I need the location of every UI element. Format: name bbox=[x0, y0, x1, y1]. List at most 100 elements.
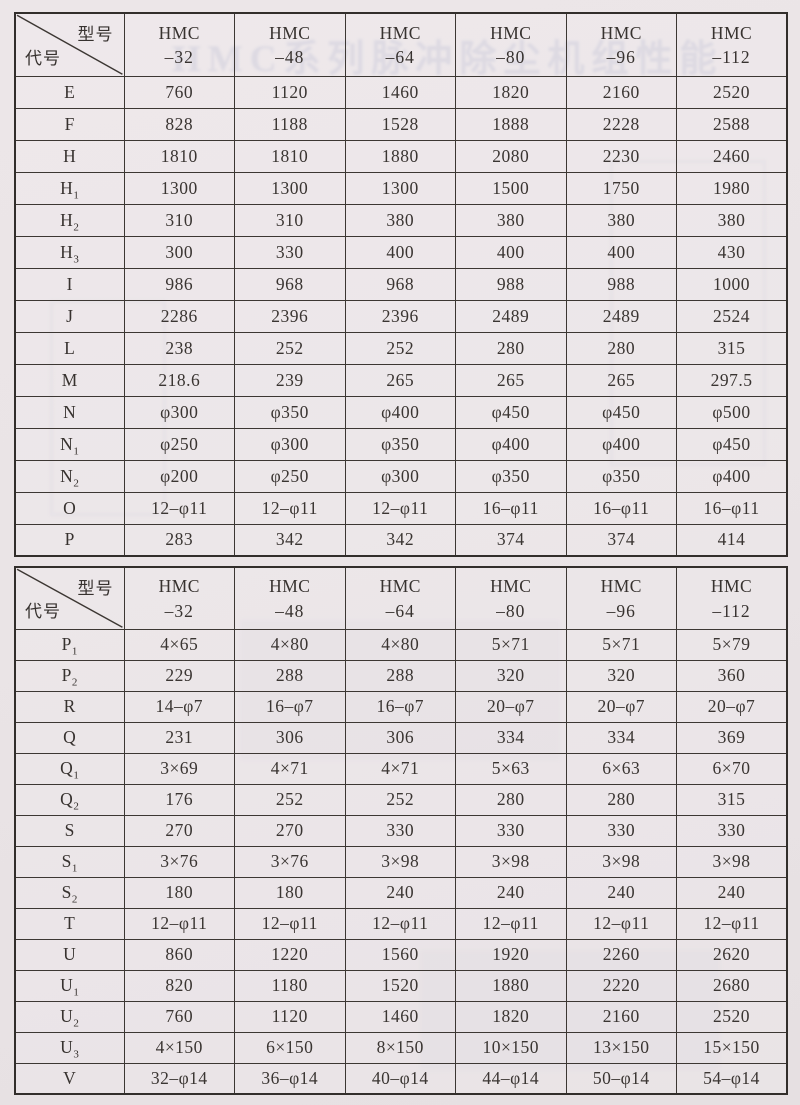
table-row: J 2286 2396 2396 2489 2489 2524 bbox=[14, 299, 788, 333]
value-cell: 16–φ7 bbox=[234, 690, 346, 723]
model-series-label: HMC bbox=[379, 22, 421, 43]
value-cell: 36–φ14 bbox=[234, 1062, 346, 1095]
value-cell: 306 bbox=[234, 721, 346, 754]
corner-label-model: 型号 bbox=[77, 25, 114, 44]
column-header-hmc–96: HMC –96 bbox=[565, 566, 677, 630]
value-cell: 1188 bbox=[234, 107, 346, 141]
dimension-code-subscript: 3 bbox=[73, 253, 80, 265]
value-cell: 288 bbox=[234, 659, 346, 692]
value-cell: 2524 bbox=[676, 299, 788, 333]
dimension-code-cell: L bbox=[14, 331, 125, 365]
value-cell: 1810 bbox=[234, 139, 346, 173]
value-cell: 1820 bbox=[455, 75, 567, 109]
value-cell: 4×80 bbox=[234, 628, 346, 661]
value-cell: 400 bbox=[344, 235, 456, 269]
value-cell: 50–φ14 bbox=[565, 1062, 677, 1095]
dimension-code-subscript: 2 bbox=[71, 893, 78, 906]
table-row: T 12–φ11 12–φ11 12–φ11 12–φ11 12–φ11 12–φ11 bbox=[14, 907, 788, 940]
value-cell: φ500 bbox=[676, 395, 788, 429]
value-cell: 252 bbox=[234, 783, 346, 816]
model-size-label: –64 bbox=[385, 47, 415, 68]
model-size-label: –112 bbox=[712, 47, 751, 68]
value-cell: 1820 bbox=[455, 1000, 567, 1033]
value-cell: 252 bbox=[344, 783, 456, 816]
dimension-code: H bbox=[60, 241, 74, 262]
value-cell: 342 bbox=[344, 523, 456, 557]
value-cell: 330 bbox=[344, 814, 456, 847]
table-row: V 32–φ14 36–φ14 40–φ14 44–φ14 50–φ14 54–φ14 bbox=[14, 1062, 788, 1095]
model-size-label: –80 bbox=[496, 47, 526, 68]
value-cell: φ350 bbox=[234, 395, 346, 429]
dimension-code: Q bbox=[60, 758, 74, 778]
column-header-hmc–80: HMC –80 bbox=[455, 12, 567, 77]
dimension-code: Q bbox=[63, 727, 77, 747]
value-cell: 1880 bbox=[344, 139, 456, 173]
value-cell: 380 bbox=[344, 203, 456, 237]
table-row: Q2 176 252 252 280 280 315 bbox=[14, 783, 788, 816]
value-cell: 12–φ11 bbox=[344, 491, 456, 525]
value-cell: 5×79 bbox=[676, 628, 788, 661]
value-cell: 14–φ7 bbox=[123, 690, 235, 723]
value-cell: 239 bbox=[234, 363, 346, 397]
value-cell: 860 bbox=[123, 938, 235, 971]
value-cell: 330 bbox=[234, 235, 346, 269]
dimension-code: F bbox=[64, 113, 75, 134]
value-cell: φ350 bbox=[565, 459, 677, 493]
dimension-code: H bbox=[60, 177, 74, 198]
column-header-hmc–112: HMC –112 bbox=[676, 566, 788, 630]
dimension-code-cell: Q1 bbox=[14, 752, 125, 785]
value-cell: 3×76 bbox=[123, 845, 235, 878]
dimension-code-cell: H bbox=[14, 139, 125, 173]
value-cell: 1220 bbox=[234, 938, 346, 971]
value-cell: 2620 bbox=[676, 938, 788, 971]
value-cell: 6×70 bbox=[676, 752, 788, 785]
table-row: O 12–φ11 12–φ11 12–φ11 16–φ11 16–φ11 16–φ11 bbox=[14, 491, 788, 525]
value-cell: 252 bbox=[234, 331, 346, 365]
value-cell: 300 bbox=[123, 235, 235, 269]
value-cell: 1560 bbox=[344, 938, 456, 971]
value-cell: 2396 bbox=[234, 299, 346, 333]
dimension-code-cell: P bbox=[14, 523, 125, 557]
table-row: U3 4×150 6×150 8×150 10×150 13×150 15×150 bbox=[14, 1031, 788, 1064]
dimension-code: O bbox=[63, 497, 77, 518]
value-cell: 231 bbox=[123, 721, 235, 754]
dimension-code-cell: H3 bbox=[14, 235, 125, 269]
value-cell: φ250 bbox=[234, 459, 346, 493]
value-cell: 3×98 bbox=[676, 845, 788, 878]
table-row: E 760 1120 1460 1820 2160 2520 bbox=[14, 75, 788, 109]
value-cell: 16–φ11 bbox=[455, 491, 567, 525]
model-series-label: HMC bbox=[600, 22, 642, 43]
value-cell: 1888 bbox=[455, 107, 567, 141]
dimension-table-2: 型号 代号 HMC –32 HMC –48 HMC –64 HMC –80 HMC –96 HMC –11… bbox=[14, 566, 788, 1095]
value-cell: φ400 bbox=[676, 459, 788, 493]
value-cell: 1500 bbox=[455, 171, 567, 205]
value-cell: 12–φ11 bbox=[234, 491, 346, 525]
value-cell: 4×65 bbox=[123, 628, 235, 661]
value-cell: φ300 bbox=[234, 427, 346, 461]
dimension-code: Q bbox=[60, 789, 74, 809]
table-row: S 270 270 330 330 330 330 bbox=[14, 814, 788, 847]
dimension-code: M bbox=[61, 369, 78, 390]
value-cell: 280 bbox=[455, 331, 567, 365]
model-series-label: HMC bbox=[600, 576, 642, 597]
dimension-code-cell: R bbox=[14, 690, 125, 723]
value-cell: 1120 bbox=[234, 1000, 346, 1033]
table-row: H2 310 310 380 380 380 380 bbox=[14, 203, 788, 237]
value-cell: 334 bbox=[565, 721, 677, 754]
value-cell: 2160 bbox=[565, 75, 677, 109]
dimension-code-subscript: 1 bbox=[73, 986, 80, 999]
dimension-code-cell: Q bbox=[14, 721, 125, 754]
value-cell: φ350 bbox=[344, 427, 456, 461]
table-row: F 828 1188 1528 1888 2228 2588 bbox=[14, 107, 788, 141]
value-cell: 315 bbox=[676, 783, 788, 816]
dimension-code-cell: N1 bbox=[14, 427, 125, 461]
value-cell: 54–φ14 bbox=[676, 1062, 788, 1095]
dimension-code: U bbox=[63, 944, 77, 964]
dimension-code: N bbox=[63, 401, 77, 422]
dimension-code: V bbox=[63, 1067, 77, 1088]
model-series-label: HMC bbox=[490, 22, 532, 43]
value-cell: 2396 bbox=[344, 299, 456, 333]
value-cell: 240 bbox=[676, 876, 788, 909]
value-cell: 828 bbox=[123, 107, 235, 141]
